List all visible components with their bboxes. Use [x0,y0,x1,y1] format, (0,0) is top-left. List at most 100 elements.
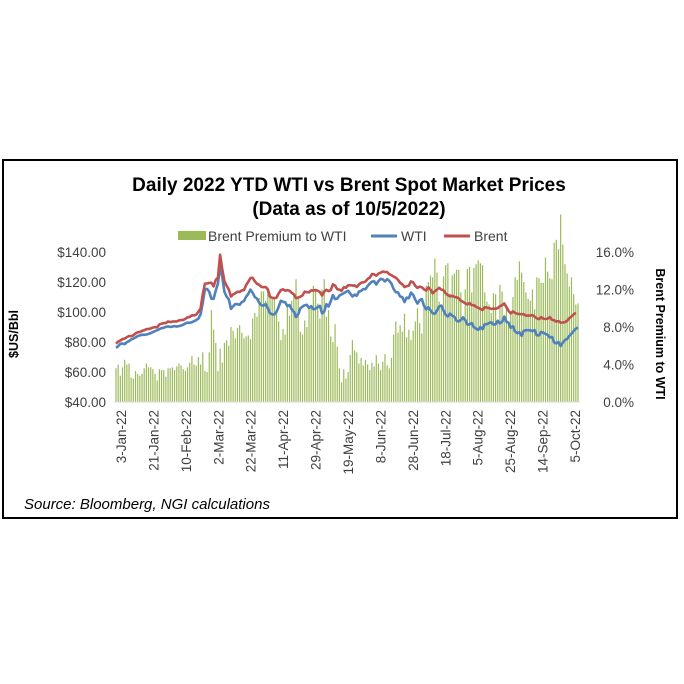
y-tick-right: 0.0% [603,395,634,410]
premium-bar [247,335,249,402]
premium-bar [521,272,523,403]
premium-bar [432,277,434,402]
premium-bar [488,304,490,402]
premium-bar [282,328,284,403]
y-tick-left: $100.00 [57,305,106,320]
premium-bar [395,321,397,403]
premium-bar [377,363,380,402]
premium-bar [401,331,403,402]
left-axis: $40.00 $60.00 $80.00 $100.00 $120.00 $140.00 [57,245,106,410]
premium-bar [364,359,367,402]
y-tick-right: 8.0% [603,320,634,335]
premium-bar [353,350,356,402]
premium-bar [325,316,327,402]
premium-bar [523,282,525,402]
premium-bar [267,287,269,403]
y-axis-title-right: Brent Premium to WTI [653,268,667,399]
premium-bar [360,357,362,402]
premium-bar [124,359,126,402]
premium-bar [269,297,271,402]
premium-bar [241,332,243,403]
y-tick-left: $40.00 [65,395,106,410]
premium-bar [507,321,510,403]
legend-label-wti: WTI [401,228,427,244]
premium-bar [306,327,308,402]
premium-bar [416,308,419,402]
premium-bar [165,376,167,402]
premium-bar [176,366,178,403]
premium-bar [475,264,477,402]
premium-bar [527,298,529,403]
premium-bar [429,275,432,402]
premium-bar [434,258,436,402]
premium-bar [503,314,505,402]
premium-bar [284,334,286,402]
premium-bar [115,368,117,402]
premium-bar [215,342,217,402]
premium-bar [226,340,228,403]
premium-bar [184,371,187,402]
premium-bar [297,296,299,402]
premium-bar [445,265,447,403]
x-tick: 5-Oct-22 [568,410,583,463]
premium-bar [119,375,121,402]
premium-bar [390,357,393,402]
premium-bar [206,372,208,402]
premium-bar [414,321,416,403]
premium-bar [373,366,375,403]
premium-bar [386,365,388,402]
premium-bar [301,334,304,402]
premium-bar [128,363,130,402]
premium-bar [427,282,429,402]
premium-bar [369,370,371,403]
premium-bar [468,267,471,402]
premium-bar [186,367,189,402]
premium-bar [156,380,158,402]
premium-bar [542,282,544,402]
premium-bar [570,277,573,402]
x-tick: 19-May-22 [341,410,356,475]
premium-bar [399,325,401,403]
premium-bar [130,377,132,403]
premium-bar [245,336,247,403]
x-tick: 2-Mar-22 [211,410,226,465]
premium-bar [314,288,317,402]
chart: Daily 2022 YTD WTI vs Brent Spot Market … [7,175,667,513]
premium-bar [173,370,176,403]
premium-bar [143,368,145,402]
chart-title: Daily 2022 YTD WTI vs Brent Spot Market … [132,175,566,196]
premium-bar [538,278,540,402]
premium-bar [167,368,169,402]
premium-bar [356,352,358,402]
premium-bar [536,277,538,402]
y-axis-title-left: $US/Bbl [7,310,21,358]
premium-bar [560,214,562,402]
brent-line [115,253,577,345]
premium-bar [210,310,213,403]
premium-bar [577,303,579,402]
premium-bar [152,369,154,402]
premium-bar [564,264,566,402]
premium-bar [295,279,297,402]
premium-bar [371,362,373,403]
legend: Brent Premium to WTI WTI Brent [178,228,508,244]
premium-bar [442,276,445,403]
premium-bar [464,289,466,402]
x-axis: 3-Jan-22 21-Jan-22 10-Feb-22 2-Mar-22 22-Mar… [114,410,583,475]
premium-bar [425,285,427,402]
premium-bar [171,367,173,402]
y-tick-left: $80.00 [65,335,106,350]
premium-bar [160,370,163,403]
premium-bar [228,345,230,402]
premium-bar [447,263,449,402]
premium-bar [234,338,236,402]
premium-bar [286,306,288,403]
premium-bar [486,301,488,402]
premium-bar [163,370,165,403]
premium-bar [213,329,215,402]
premium-bar [134,371,137,402]
premium-bar [505,305,508,402]
premium-bar [531,289,534,402]
legend-swatch-premium [178,231,206,240]
premium-bar [358,363,360,402]
